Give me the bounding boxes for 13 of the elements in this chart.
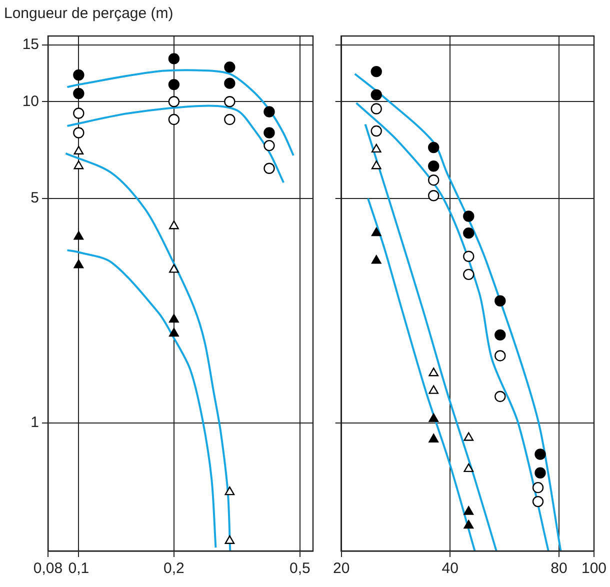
x-tick-label: 0,2 — [164, 560, 184, 578]
y-tick-label: 5 — [30, 190, 39, 207]
x-tick-label: 80 — [550, 560, 568, 578]
x-tick-label: 0,08 — [33, 560, 63, 578]
x-tick-label: 0,1 — [68, 560, 90, 578]
y-tick-label: 15 — [22, 36, 39, 54]
x-tick-label: 40 — [442, 560, 458, 578]
x-tick-label: 0,5 — [289, 560, 310, 578]
x-tick-label: 100 — [581, 560, 607, 578]
y-tick-label: 10 — [22, 92, 39, 110]
y-tick-label: 1 — [30, 414, 39, 432]
x-tick-label: 20 — [333, 560, 350, 578]
y-axis-title: Longueur de perçage (m) — [4, 5, 174, 22]
